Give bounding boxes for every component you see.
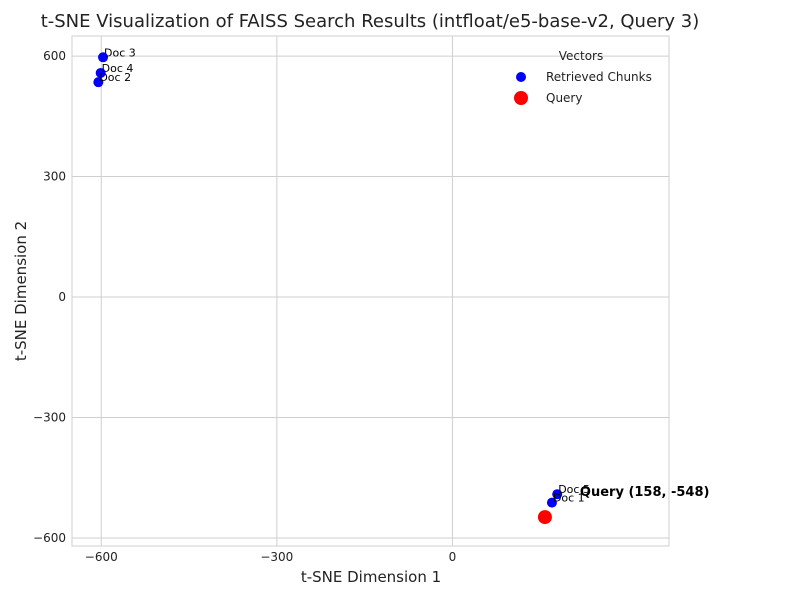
x-tick-label: −300 [260,550,293,564]
label-doc-2: Doc 2 [99,71,131,84]
tick-labels: −600 −300 0 600 300 0 −300 −600 [33,49,456,564]
legend-label-retrieved-chunks: Retrieved Chunks [546,70,652,84]
legend-marker-query [514,91,528,105]
x-tick-label: 0 [449,550,457,564]
data-points [93,52,563,525]
y-tick-label: −300 [33,410,66,424]
x-axis-label: t-SNE Dimension 1 [301,568,441,586]
grid-lines [72,36,669,546]
point-doc-5 [552,489,563,500]
query-point [537,510,552,525]
point-doc-1 [546,497,557,508]
query-label: Query (158, -548) [580,485,710,500]
point-doc-3 [98,52,109,63]
chart-title: t-SNE Visualization of FAISS Search Resu… [41,11,700,32]
legend-marker-retrieved-chunks [516,72,526,82]
y-tick-label: 300 [43,170,66,184]
y-tick-label: −600 [33,531,66,545]
y-axis-label: t-SNE Dimension 2 [12,221,30,361]
legend-label-query: Query [546,91,582,105]
label-doc-5: Doc 5 [558,483,590,496]
legend: Vectors Retrieved Chunks Query [514,49,652,105]
plot-frame [71,35,670,547]
y-tick-label: 600 [43,49,66,63]
y-tick-label: 0 [58,290,66,304]
legend-title: Vectors [559,49,604,63]
label-doc-3: Doc 3 [104,46,136,59]
x-tick-label: −600 [85,550,118,564]
point-doc-4 [95,67,106,78]
label-doc-4: Doc 4 [102,62,134,75]
point-doc-2 [93,77,104,88]
label-doc-1: Doc 1 [553,492,585,505]
